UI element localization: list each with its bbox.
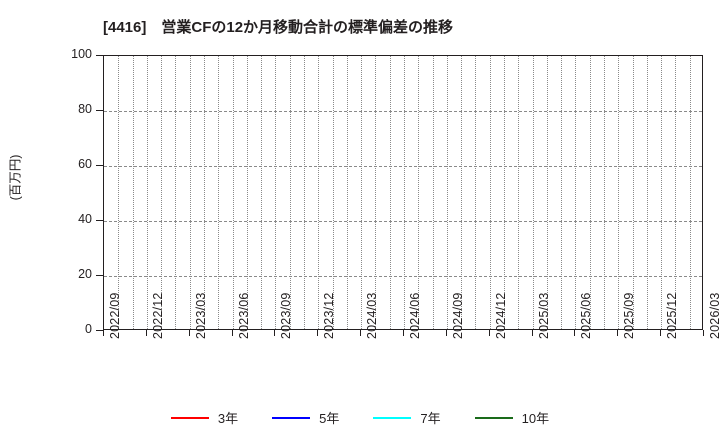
legend-label: 5年 bbox=[319, 411, 340, 426]
legend-label: 7年 bbox=[420, 411, 441, 426]
x-axis-tick-mark bbox=[403, 330, 404, 336]
x-axis-tick-mark bbox=[574, 330, 576, 336]
x-axis-tick-label: 2025/03 bbox=[536, 292, 551, 339]
x-axis-tick-label: 2023/03 bbox=[193, 292, 208, 339]
x-axis-tick-label: 2025/12 bbox=[665, 292, 680, 339]
y-axis-tick-label: 20 bbox=[78, 267, 92, 281]
x-axis-tick-label: 2023/12 bbox=[322, 292, 337, 339]
x-axis-tick-label: 2022/09 bbox=[108, 292, 122, 339]
y-axis-tick-mark bbox=[96, 220, 103, 221]
x-axis-tick-mark bbox=[360, 330, 362, 336]
legend-color-swatch bbox=[373, 416, 412, 419]
x-axis-tick-mark bbox=[317, 330, 319, 336]
x-axis-tick-mark bbox=[660, 330, 662, 336]
x-axis-tick-label: 2026/03 bbox=[708, 292, 720, 339]
y-axis-tick-mark bbox=[96, 55, 103, 56]
x-axis-tick-mark bbox=[231, 330, 233, 336]
legend-color-swatch bbox=[170, 416, 209, 419]
legend-color-swatch bbox=[474, 416, 513, 419]
legend-item[interactable]: 7年 bbox=[373, 408, 441, 427]
x-axis-tick-label: 2024/06 bbox=[408, 292, 422, 339]
legend-label: 10年 bbox=[521, 411, 550, 426]
x-axis-tick-mark bbox=[103, 330, 104, 336]
y-axis-tick-mark bbox=[96, 330, 103, 331]
x-axis-tick-label: 2023/06 bbox=[236, 292, 251, 339]
x-axis-tick-label: 2024/12 bbox=[493, 292, 508, 339]
page-title: [4416] 営業CFの12か月移動合計の標準偏差の推移 bbox=[103, 19, 454, 36]
legend-item[interactable]: 10年 bbox=[474, 408, 550, 427]
y-axis-tick-mark bbox=[96, 275, 103, 276]
x-axis-tick-mark bbox=[617, 330, 619, 336]
x-axis-tick-label: 2025/06 bbox=[579, 292, 594, 339]
y-axis-tick-label: 40 bbox=[78, 212, 92, 226]
plot-area bbox=[103, 55, 703, 330]
y-axis-tick-label: 80 bbox=[78, 102, 92, 116]
y-axis-tick-label: 60 bbox=[78, 157, 92, 171]
x-axis-tick-label: 2022/12 bbox=[150, 292, 165, 339]
y-axis-tick-label: 100 bbox=[71, 47, 92, 61]
y-axis-tick-mark bbox=[96, 165, 103, 166]
x-axis-tick-mark bbox=[531, 330, 533, 336]
y-axis-label: (百万円) bbox=[8, 154, 23, 201]
x-axis-tick-mark bbox=[445, 330, 447, 336]
x-axis-tick-mark bbox=[145, 330, 147, 336]
x-axis-tick-mark bbox=[703, 330, 704, 336]
x-axis-tick-label: 2023/09 bbox=[279, 292, 294, 339]
x-axis-tick-label: 2024/03 bbox=[365, 292, 380, 339]
y-axis-tick-mark bbox=[96, 110, 103, 111]
x-axis-tick-mark bbox=[488, 330, 490, 336]
x-axis-tick-mark bbox=[188, 330, 190, 336]
y-axis-tick-label: 0 bbox=[85, 322, 92, 336]
chart-legend: 3年 5年 7年 10年 bbox=[0, 408, 720, 427]
series-layer bbox=[104, 56, 703, 330]
legend-item[interactable]: 3年 bbox=[170, 408, 239, 427]
x-axis-tick-mark bbox=[274, 330, 276, 336]
legend-color-swatch bbox=[272, 416, 311, 419]
x-axis-tick-label: 2024/09 bbox=[450, 292, 465, 339]
legend-label: 3年 bbox=[217, 411, 239, 426]
x-axis-tick-label: 2025/09 bbox=[622, 292, 637, 339]
legend-item[interactable]: 5年 bbox=[272, 408, 339, 427]
